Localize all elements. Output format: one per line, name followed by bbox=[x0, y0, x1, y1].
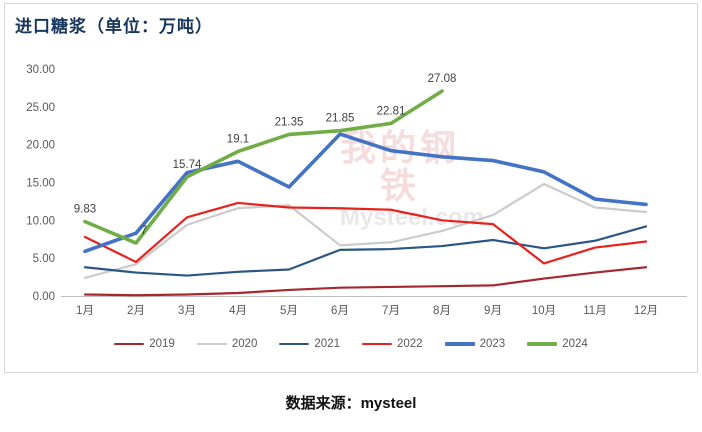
legend-swatch-2019 bbox=[114, 342, 145, 346]
x-tick-label: 4月 bbox=[229, 305, 247, 317]
series-line-2019 bbox=[83, 266, 648, 297]
legend-item-2023: 2023 bbox=[444, 338, 506, 350]
x-tick-label: 6月 bbox=[331, 305, 349, 317]
line-chart: 0.00 5.00 10.00 15.00 20.00 25.00 30.00 1月 2月 3月 4… bbox=[26, 64, 687, 317]
data-label-2024: 9.83 bbox=[74, 204, 96, 216]
legend-label-2020: 2020 bbox=[231, 338, 258, 350]
legend-item-2019: 2019 bbox=[114, 338, 175, 350]
y-tick-label: 25.00 bbox=[26, 102, 55, 114]
legend-item-2021: 2021 bbox=[279, 338, 340, 350]
legend-swatch-2020 bbox=[196, 342, 227, 346]
chart-title: 进口糖浆（单位：万吨） bbox=[15, 17, 213, 37]
y-tick-label: 15.00 bbox=[26, 178, 55, 190]
data-source-note: 数据来源：mysteel bbox=[285, 395, 417, 412]
x-tick-label: 1月 bbox=[76, 305, 94, 317]
legend-swatch-2024 bbox=[527, 342, 558, 346]
x-tick-label: 5月 bbox=[280, 305, 298, 317]
y-tick-label: 20.00 bbox=[26, 140, 55, 152]
legend-label-2019: 2019 bbox=[149, 338, 175, 350]
x-tick-label: 7月 bbox=[382, 305, 400, 317]
legend-item-2020: 2020 bbox=[196, 338, 258, 350]
series-line-2020 bbox=[83, 182, 648, 279]
chart-card: 进口糖浆（单位：万吨） 我的钢铁 Mysteel.com 0.00 5.00 10.… bbox=[4, 3, 698, 373]
data-label-2024: 15.74 bbox=[173, 159, 202, 171]
legend-swatch-2022 bbox=[362, 342, 392, 346]
y-tick-label: 5.00 bbox=[33, 253, 55, 265]
legend-label-2024: 2024 bbox=[562, 338, 588, 350]
y-tick-label: 30.00 bbox=[26, 64, 55, 76]
series-line-2021 bbox=[83, 225, 648, 277]
legend-label-2021: 2021 bbox=[314, 338, 340, 350]
x-tick-label: 12月 bbox=[634, 305, 658, 317]
chart-legend: 2019 2020 2021 2022 2023 2024 bbox=[5, 338, 697, 350]
data-label-2024: 21.35 bbox=[275, 116, 304, 128]
data-label-2024: 19.1 bbox=[227, 133, 249, 145]
legend-swatch-2023 bbox=[444, 342, 475, 346]
series-line-2022 bbox=[83, 201, 648, 265]
y-tick-label: 0.00 bbox=[33, 291, 55, 303]
x-tick-label: 2月 bbox=[127, 305, 145, 317]
legend-item-2024: 2024 bbox=[527, 338, 588, 350]
legend-item-2022: 2022 bbox=[362, 338, 423, 350]
legend-label-2022: 2022 bbox=[397, 338, 423, 350]
series-line-2024 bbox=[83, 89, 444, 245]
y-tick-label: 10.00 bbox=[26, 215, 55, 227]
series-line-2023 bbox=[83, 132, 648, 254]
data-label-2024: 27.08 bbox=[428, 73, 457, 85]
legend-swatch-2021 bbox=[279, 342, 310, 346]
x-tick-label: 3月 bbox=[178, 305, 196, 317]
x-tick-label: 10月 bbox=[532, 305, 556, 317]
data-label-2024: 22.81 bbox=[377, 105, 406, 117]
data-label-2024: 7 bbox=[141, 225, 147, 237]
legend-label-2023: 2023 bbox=[479, 338, 506, 350]
data-label-2024: 21.85 bbox=[326, 113, 355, 125]
x-tick-label: 11月 bbox=[583, 305, 606, 317]
x-tick-label: 9月 bbox=[484, 305, 502, 317]
x-tick-label: 8月 bbox=[433, 305, 451, 317]
